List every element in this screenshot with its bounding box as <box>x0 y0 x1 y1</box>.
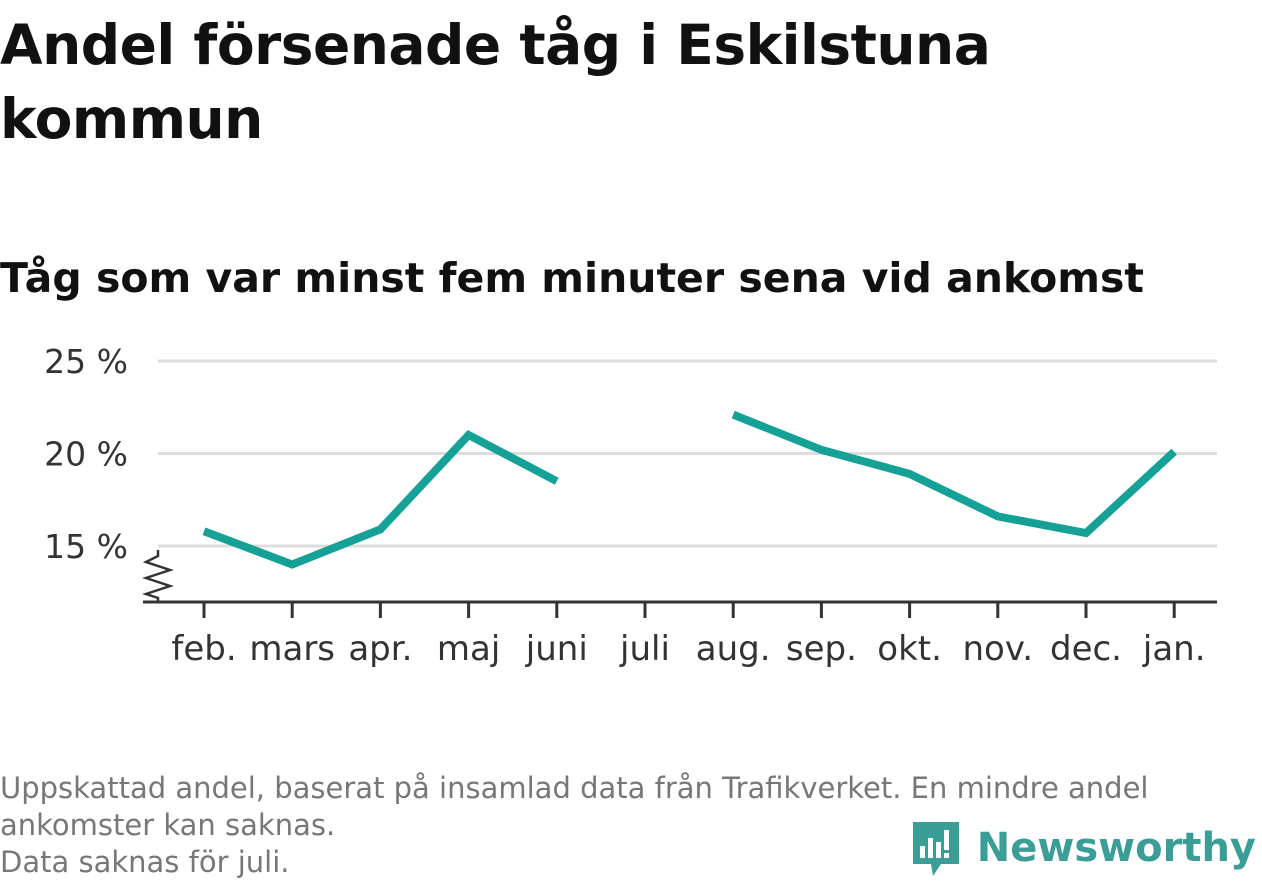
brand-logo: Newsworthy <box>911 817 1256 879</box>
chart-subtitle: Tåg som var minst fem minuter sena vid a… <box>0 250 1144 306</box>
x-tick-label: mars <box>249 629 335 669</box>
x-tick-label: feb. <box>171 629 236 669</box>
chart-title: Andel försenade tåg i Eskilstuna kommun <box>0 8 1200 156</box>
newsworthy-logo-icon <box>911 818 961 878</box>
x-tick-label: sep. <box>786 629 857 669</box>
x-tick-label: juni <box>525 629 588 669</box>
y-axis-break <box>146 550 170 602</box>
footnote-line: Uppskattad andel, baserat på insamlad da… <box>0 770 1250 807</box>
x-tick-label: maj <box>437 629 500 669</box>
series-line <box>733 415 1174 533</box>
x-tick-label: apr. <box>348 629 412 669</box>
x-tick-label: aug. <box>696 629 771 669</box>
y-tick-label: 25 % <box>44 342 128 381</box>
x-tick-label: nov. <box>962 629 1033 669</box>
y-tick-label: 15 % <box>44 527 128 566</box>
x-tick-label: okt. <box>877 629 942 669</box>
y-axis-ticks: 15 % 20 % 25 % <box>44 342 128 566</box>
gridlines <box>158 361 1217 546</box>
x-tick-label: juli <box>619 629 670 669</box>
brand-name: Newsworthy <box>977 825 1256 871</box>
x-tick-label: jan. <box>1142 629 1206 669</box>
y-tick-label: 20 % <box>44 435 128 474</box>
x-tick-label: dec. <box>1050 629 1122 669</box>
series-lines <box>204 415 1174 565</box>
